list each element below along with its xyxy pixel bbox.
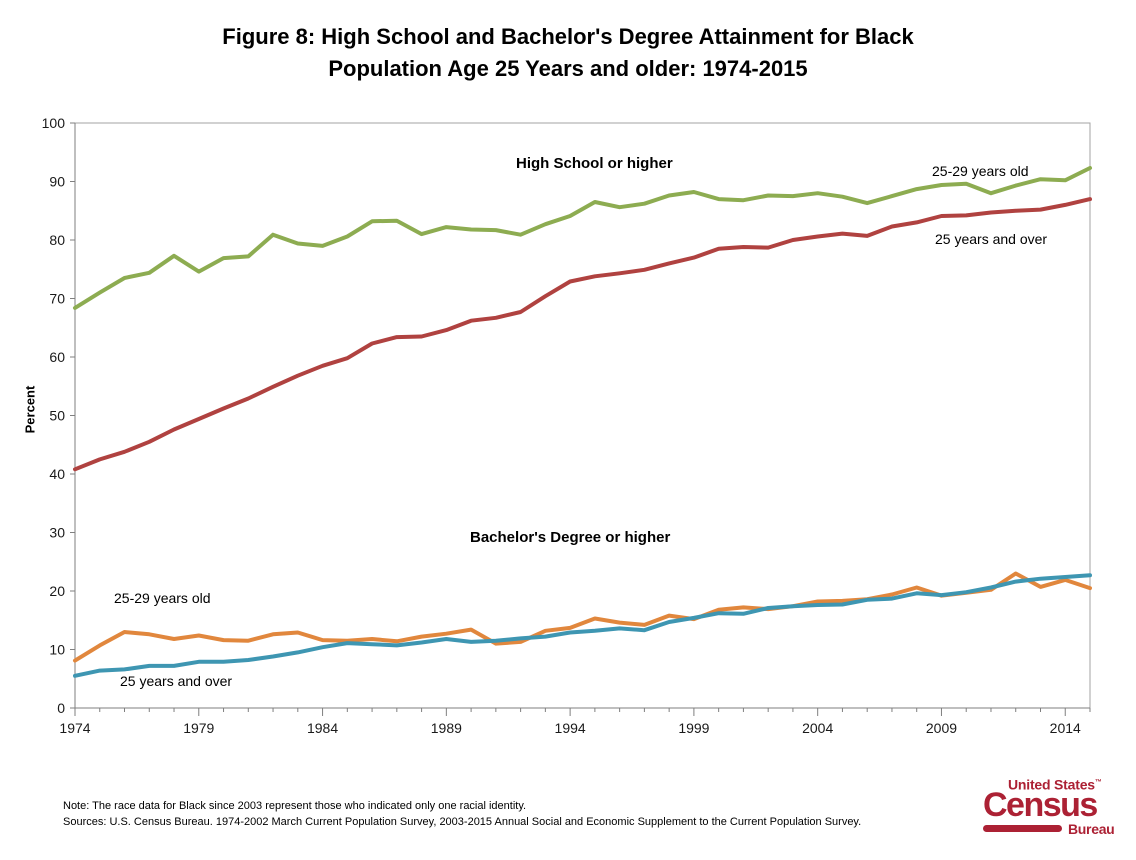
y-tick-label: 0 bbox=[57, 700, 65, 716]
logo-bureau-text: Bureau bbox=[1068, 820, 1115, 837]
y-axis-title: Percent bbox=[22, 385, 38, 434]
series-line-ba-25-29 bbox=[73, 571, 1092, 663]
x-tick-label: 1974 bbox=[59, 720, 90, 736]
x-tick-label: 1989 bbox=[431, 720, 462, 736]
chart-title: Figure 8: High School and Bachelor's Deg… bbox=[0, 21, 1136, 85]
annotation-bachelors-group: Bachelor's Degree or higher bbox=[470, 529, 671, 546]
x-tick-label: 1994 bbox=[555, 720, 586, 736]
chart-canvas: 0 10 20 30 40 50 60 70 80 90 100 1974 1979 1984 1989 19… bbox=[42, 115, 1092, 736]
census-bureau-logo: United States™ Census Bureau bbox=[983, 776, 1135, 837]
y-tick-label: 20 bbox=[49, 583, 65, 599]
y-tick-label: 10 bbox=[49, 642, 65, 658]
x-tick-label: 1999 bbox=[678, 720, 709, 736]
logo-bar bbox=[983, 825, 1062, 833]
note-line: Note: The race data for Black since 2003… bbox=[63, 800, 527, 812]
x-tick-label: 1979 bbox=[183, 720, 214, 736]
chart-title-line2: Population Age 25 Years and older: 1974-… bbox=[328, 56, 808, 81]
logo-united-states: United States™ bbox=[1008, 776, 1135, 792]
y-tick-label: 70 bbox=[49, 291, 65, 307]
x-tick-label: 1984 bbox=[307, 720, 338, 736]
logo-united-states-text: United States bbox=[1008, 776, 1095, 793]
y-tick-label: 50 bbox=[49, 408, 65, 424]
x-tick-label: 2004 bbox=[802, 720, 833, 736]
series-line-hs-25-29 bbox=[73, 166, 1092, 310]
y-tick-label: 40 bbox=[49, 466, 65, 482]
trademark-symbol: ™ bbox=[1094, 779, 1102, 786]
x-tick-label: 2009 bbox=[926, 720, 957, 736]
sources-line: Sources: U.S. Census Bureau. 1974-2002 M… bbox=[63, 816, 862, 828]
footnotes: Note: The race data for Black since 2003… bbox=[63, 798, 861, 830]
logo-census-wordmark: Census bbox=[983, 785, 1098, 824]
y-tick-label: 100 bbox=[42, 115, 66, 131]
annotation-hs-25-29: 25-29 years old bbox=[932, 163, 1029, 179]
annotation-hs-25-over: 25 years and over bbox=[935, 231, 1048, 247]
y-tick-label: 90 bbox=[49, 174, 65, 190]
y-tick-label: 30 bbox=[49, 525, 65, 541]
y-tick-label: 60 bbox=[49, 349, 65, 365]
series-line-hs-25-over bbox=[73, 197, 1092, 472]
chart-title-line1: Figure 8: High School and Bachelor's Deg… bbox=[222, 24, 914, 49]
annotation-high-school-group: High School or higher bbox=[516, 155, 673, 172]
annotation-ba-25-29: 25-29 years old bbox=[114, 590, 211, 606]
annotation-ba-25-over: 25 years and over bbox=[120, 673, 233, 689]
logo-bureau-row: Bureau bbox=[983, 821, 1135, 837]
series-line-ba-25-over bbox=[73, 573, 1092, 678]
x-tick-label: 2014 bbox=[1050, 720, 1081, 736]
y-tick-label: 80 bbox=[49, 232, 65, 248]
